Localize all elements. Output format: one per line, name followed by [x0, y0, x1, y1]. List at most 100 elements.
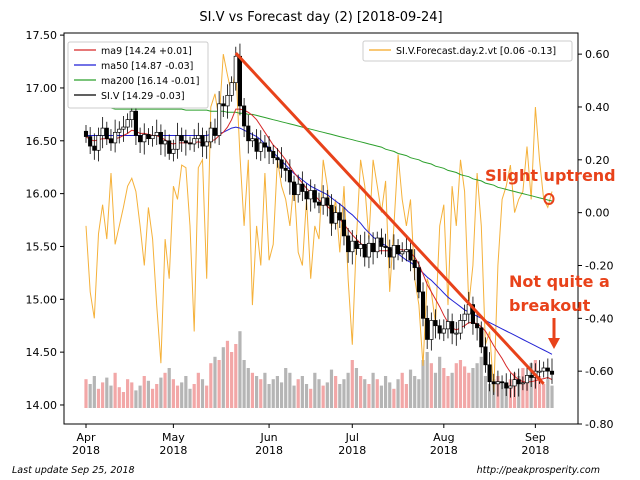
candle-body [524, 375, 530, 384]
x-tick-year: 2018 [430, 444, 458, 457]
volume-bar [134, 390, 138, 408]
left-tick-label: 17.50 [26, 29, 58, 42]
candle-body [516, 379, 521, 385]
candle-body [321, 197, 326, 206]
volume-bar [483, 376, 488, 408]
volume-bar [400, 372, 404, 408]
volume-bar [450, 372, 454, 408]
candle-body [437, 325, 442, 334]
volume-bar [288, 372, 292, 408]
candle-body [88, 136, 93, 147]
volume-bar [254, 376, 259, 408]
forecast-line [85, 54, 553, 393]
volume-bar [525, 379, 529, 408]
candle-body [258, 142, 263, 152]
volume-bar [209, 363, 213, 408]
candle-body [454, 332, 459, 335]
candle-body [242, 105, 247, 127]
volume-bar [479, 356, 483, 408]
annotation-arrow [548, 318, 560, 349]
volume-bar [292, 385, 296, 408]
candle-body [83, 130, 89, 137]
ma200-line [86, 106, 553, 202]
volume-bar [159, 377, 163, 408]
candle-body [150, 135, 155, 140]
candle-body [387, 247, 392, 258]
candle-body [233, 55, 238, 84]
volume-bar [433, 372, 438, 408]
volume-bar [359, 376, 363, 408]
candle-body [217, 103, 222, 136]
left-tick-label: 16.50 [26, 135, 58, 148]
volume-bar [109, 385, 113, 408]
legend-left-label: ma9 [14.24 +0.01] [101, 46, 192, 57]
candle-body [158, 131, 163, 145]
volume-bar [150, 388, 155, 408]
volume-bar [279, 382, 284, 408]
candle-body [229, 82, 234, 96]
volume-bar [396, 379, 400, 408]
volume-bar [321, 385, 325, 408]
trendline-annotation [234, 52, 545, 385]
volume-bar [84, 379, 88, 408]
volume-bar [383, 376, 388, 408]
footer-url: http://peakprosperity.com [477, 465, 600, 476]
left-tick-label: 17.00 [26, 82, 58, 95]
volume-bar [296, 379, 300, 408]
candle-body [267, 146, 272, 152]
candle-body [441, 328, 446, 334]
footer-last-update: Last update Sep 25, 2018 [12, 465, 135, 476]
volume-bar [438, 356, 442, 408]
annotation-breakout-line1: Not quite a [509, 272, 610, 291]
volume-bar [346, 372, 350, 408]
candle-body [549, 370, 555, 375]
volume-bar [130, 382, 134, 408]
volume-bar [550, 385, 554, 408]
candle-body [337, 212, 342, 221]
candle-body [520, 382, 525, 385]
volume-bar [404, 384, 408, 408]
volume-bar [263, 372, 267, 408]
candle-body [287, 170, 292, 183]
x-tick-month: Aug [433, 431, 454, 444]
candle-body [296, 183, 301, 196]
axes: 17.50 17.00 16.50 16.00 15.50 15.00 14.50 14.00… [26, 29, 614, 457]
candle-body [425, 317, 430, 340]
legend-left-label: SI.V [14.29 -0.03] [101, 91, 185, 102]
candle-body [333, 212, 338, 224]
candle-body [254, 138, 259, 152]
candle-body [375, 237, 380, 253]
candle-body [167, 140, 172, 154]
candle-body [125, 119, 130, 128]
volume-bar [487, 384, 492, 408]
resistance-trendline [234, 52, 545, 385]
volume-bar [213, 356, 217, 408]
volume-bar [192, 384, 196, 408]
x-tick-month: Sep [525, 431, 546, 444]
candle-body [420, 291, 426, 319]
candle-body [458, 320, 463, 334]
volume-bar [221, 347, 225, 408]
candle-body [491, 381, 496, 385]
candle-body [362, 244, 367, 258]
candle-body [246, 125, 251, 142]
candle-body [404, 249, 409, 253]
volume-bar [413, 376, 417, 408]
volume-bar [429, 363, 433, 408]
candle-body [271, 151, 276, 159]
candle-body [279, 159, 284, 169]
candle-body [445, 321, 451, 330]
volume-bar [121, 392, 126, 408]
candle-body [400, 251, 405, 255]
volume-bar [371, 372, 375, 408]
candle-body [221, 103, 226, 107]
volume-bar [246, 368, 250, 408]
volume-bar [234, 344, 238, 408]
volume-bar [354, 368, 359, 408]
volume-bar [546, 379, 550, 408]
volume-bar [542, 384, 546, 408]
candle-body [383, 246, 388, 248]
volume-bar [138, 385, 142, 408]
volume-bar [421, 360, 425, 408]
candle-body [237, 55, 242, 107]
